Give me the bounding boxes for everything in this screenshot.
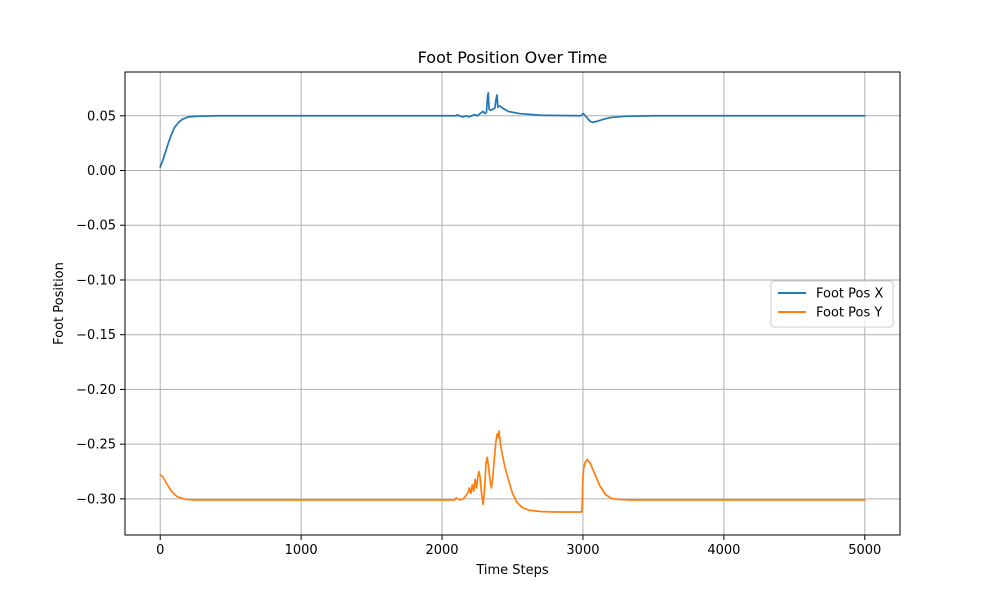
- y-tick-label: 0.00: [87, 164, 116, 179]
- y-tick-label: −0.05: [76, 219, 116, 234]
- legend-label-foot-pos-y: Foot Pos Y: [816, 306, 882, 321]
- y-axis-label: Foot Position: [52, 262, 67, 345]
- x-tick-label: 2000: [425, 543, 458, 558]
- x-tick-label: 3000: [566, 543, 599, 558]
- y-tick-label: −0.20: [76, 383, 116, 398]
- y-tick-label: −0.25: [76, 438, 116, 453]
- y-tick-label: −0.10: [76, 273, 116, 288]
- grid: [125, 72, 900, 535]
- chart-title: Foot Position Over Time: [418, 48, 608, 67]
- series-line-foot-pos-y: [159, 430, 866, 513]
- y-tick-label: −0.15: [76, 328, 116, 343]
- series-lines: [159, 91, 866, 513]
- x-tick-label: 0: [156, 543, 164, 558]
- x-tick-label: 4000: [707, 543, 740, 558]
- legend-label-foot-pos-x: Foot Pos X: [816, 287, 883, 302]
- x-tick-label: 5000: [848, 543, 881, 558]
- x-tick-label: 1000: [285, 543, 318, 558]
- axis-ticks: 0 1000 2000 3000 4000 5000 0.05 0.00 −0.05 −0.10 −…: [76, 109, 881, 558]
- x-axis-label: Time Steps: [475, 563, 549, 578]
- plot-frame: [124, 71, 901, 536]
- legend: Foot Pos X Foot Pos Y: [770, 280, 894, 328]
- y-tick-label: 0.05: [87, 109, 116, 124]
- y-tick-label: −0.30: [76, 492, 116, 507]
- series-line-foot-pos-x: [159, 91, 866, 169]
